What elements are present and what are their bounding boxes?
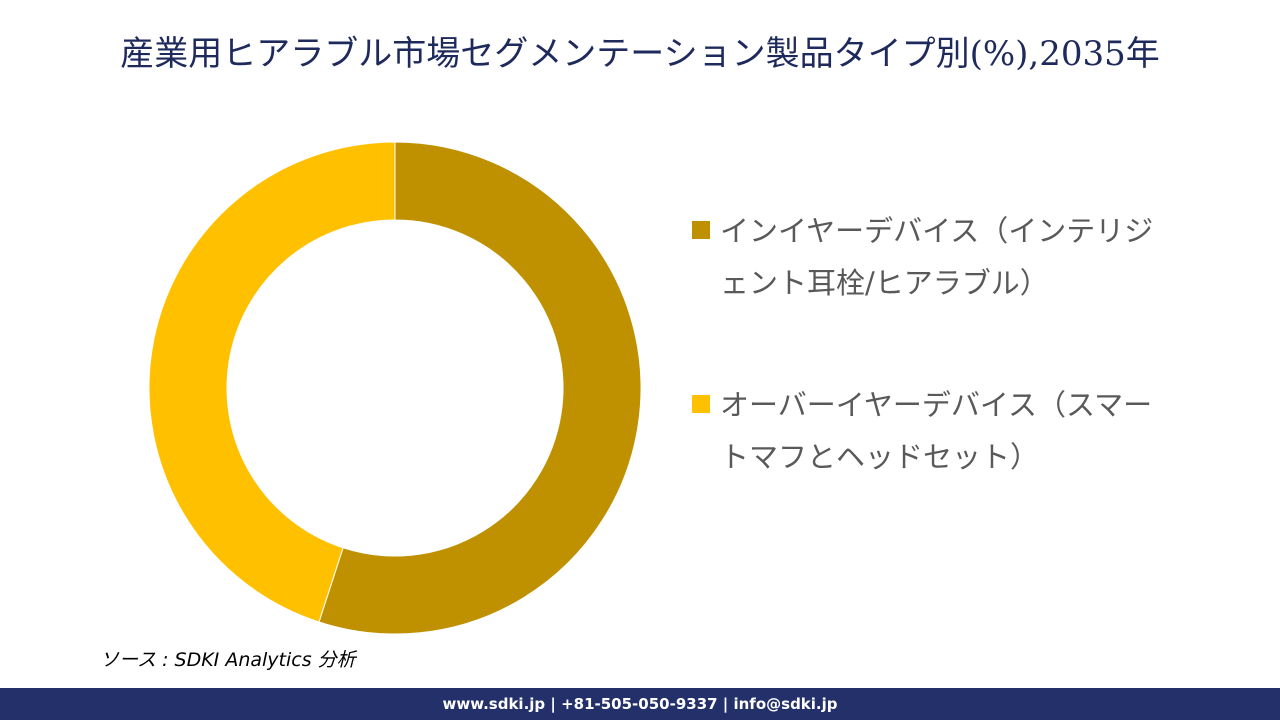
donut-slice xyxy=(318,141,642,635)
legend-item: オーバーイヤーデバイス（スマートマフとヘッドセット） xyxy=(692,379,1162,483)
legend-label: インイヤーデバイス（インテリジェント耳栓/ヒアラブル） xyxy=(720,214,1154,300)
legend-label: オーバーイヤーデバイス（スマートマフとヘッドセット） xyxy=(720,388,1153,474)
chart-title: 産業用ヒアラブル市場セグメンテーション製品タイプ別(%),2035年 xyxy=(120,34,1160,74)
footer: www.sdki.jp | +81-505-050-9337 | info@sd… xyxy=(0,688,1280,720)
chart xyxy=(148,141,642,635)
legend-item: インイヤーデバイス（インテリジェント耳栓/ヒアラブル） xyxy=(692,205,1162,309)
legend-swatch xyxy=(692,221,710,239)
legend: インイヤーデバイス（インテリジェント耳栓/ヒアラブル） オーバーイヤーデバイス（ス… xyxy=(692,205,1162,553)
source-note: ソース : SDKI Analytics 分析 xyxy=(100,649,356,671)
legend-swatch xyxy=(692,395,710,413)
donut-slice xyxy=(148,141,396,623)
